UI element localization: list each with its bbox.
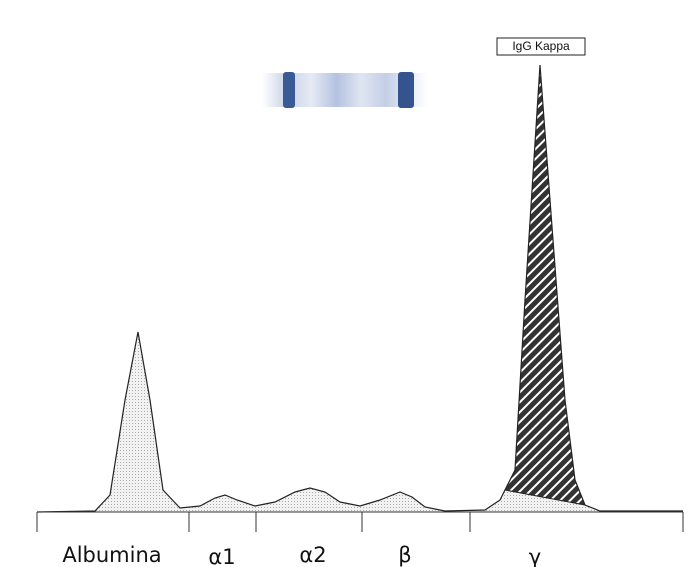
density-area [37, 65, 683, 512]
annotation: IgG Kappa [512, 39, 570, 53]
axis [37, 512, 683, 532]
fraction-label: Albumina [62, 543, 161, 567]
gel-strip [262, 72, 427, 108]
fraction-label: γ [529, 545, 541, 567]
fraction-label: α2 [299, 543, 326, 567]
fraction-label: β [398, 543, 411, 567]
fraction-label: α1 [208, 545, 235, 567]
electrophoresis-diagram: IgG Kappa Albumina α1 α2 β γ [0, 0, 697, 567]
